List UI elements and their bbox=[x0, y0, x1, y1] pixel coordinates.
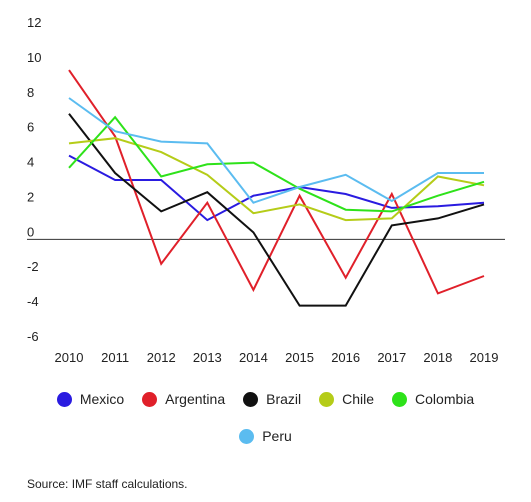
series-line-chile bbox=[68, 137, 485, 222]
y-tick-label: 8 bbox=[27, 85, 34, 100]
legend-swatch bbox=[392, 391, 408, 407]
series-line-colombia bbox=[68, 115, 485, 213]
y-tick-label: 12 bbox=[27, 15, 41, 30]
legend-label: Chile bbox=[342, 391, 375, 407]
legend-item-argentina: Argentina bbox=[142, 391, 225, 407]
y-tick-label: 4 bbox=[27, 155, 34, 170]
x-tick-label: 2012 bbox=[147, 350, 176, 365]
series-line-brazil bbox=[68, 113, 485, 307]
x-axis-ticks: 2010 2011 2012 2013 2014 2015 2016 2017 2018 2019 bbox=[55, 350, 499, 365]
line-chart: 12 10 8 6 4 2 0 -2 -4 -6 2010 2011 2012 2013 2014 2015… bbox=[27, 15, 505, 365]
y-tick-label: -4 bbox=[27, 294, 39, 309]
y-tick-label: -2 bbox=[27, 259, 39, 274]
legend-item-mexico: Mexico bbox=[56, 391, 125, 407]
legend-label: Brazil bbox=[266, 391, 302, 407]
y-tick-label: 6 bbox=[27, 120, 34, 135]
legend-item-chile: Chile bbox=[319, 391, 374, 407]
x-tick-label: 2019 bbox=[470, 350, 499, 365]
legend-swatch bbox=[243, 391, 259, 407]
x-tick-label: 2014 bbox=[239, 350, 268, 365]
y-tick-label: 0 bbox=[27, 224, 34, 239]
x-tick-label: 2015 bbox=[285, 350, 314, 365]
x-tick-label: 2013 bbox=[193, 350, 222, 365]
x-tick-label: 2010 bbox=[55, 350, 84, 365]
legend-row: Peru bbox=[0, 420, 531, 452]
legend-label: Argentina bbox=[165, 391, 226, 407]
y-axis-ticks: 12 10 8 6 4 2 0 -2 -4 -6 bbox=[27, 15, 41, 344]
series-lines bbox=[68, 69, 485, 307]
series-line-peru bbox=[68, 97, 484, 204]
legend-swatch bbox=[239, 428, 255, 444]
source-note: Source: IMF staff calculations. bbox=[27, 477, 188, 491]
legend-item-brazil: Brazil bbox=[243, 391, 301, 407]
legend-swatch bbox=[56, 391, 72, 407]
legend-item-colombia: Colombia bbox=[392, 391, 474, 407]
legend-label: Peru bbox=[262, 428, 292, 444]
legend-row: Mexico Argentina Brazil Chile Colombia bbox=[0, 383, 531, 415]
y-tick-label: -6 bbox=[27, 329, 39, 344]
x-tick-label: 2016 bbox=[331, 350, 360, 365]
legend-swatch bbox=[142, 391, 158, 407]
legend-label: Mexico bbox=[79, 391, 125, 407]
legend: Mexico Argentina Brazil Chile Colombia Peru bbox=[0, 383, 531, 452]
legend-item-peru: Peru bbox=[239, 428, 292, 444]
y-tick-label: 10 bbox=[27, 50, 41, 65]
legend-label: Colombia bbox=[415, 391, 475, 407]
x-tick-label: 2011 bbox=[101, 350, 129, 365]
series-line-argentina bbox=[68, 69, 485, 295]
series-line-mexico bbox=[68, 154, 485, 222]
x-tick-label: 2017 bbox=[377, 350, 406, 365]
x-tick-label: 2018 bbox=[423, 350, 452, 365]
legend-swatch bbox=[319, 391, 335, 407]
y-tick-label: 2 bbox=[27, 189, 34, 204]
